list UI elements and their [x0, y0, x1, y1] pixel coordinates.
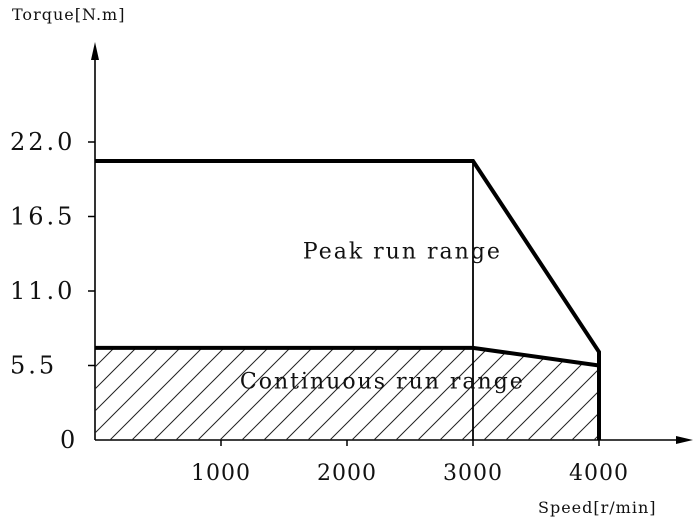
y-axis-label: Torque[N.m] [12, 5, 125, 24]
peak-range-line [95, 158, 601, 440]
x-tick-label-1: 2000 [317, 461, 377, 486]
y-axis-arrow [91, 42, 99, 60]
y-ticks: 0 5.5 11.0 16.5 22.0 [10, 128, 95, 454]
y-tick-label-0: 0 [60, 426, 78, 454]
y-tick-label-1: 5.5 [10, 352, 57, 380]
continuous-range-label: Continuous run range [240, 370, 525, 395]
y-tick-label-4: 22.0 [10, 128, 75, 156]
x-axis-arrow [676, 436, 693, 444]
x-axis-label: Speed[r/min] [538, 498, 657, 517]
peak-range-label: Peak run range [303, 239, 502, 264]
y-tick-label-2: 11.0 [10, 277, 75, 305]
range-areas [95, 158, 601, 440]
x-tick-label-3: 4000 [569, 461, 629, 486]
y-tick-label-3: 16.5 [10, 203, 75, 231]
x-tick-label-2: 3000 [443, 461, 503, 486]
x-ticks: 1000 2000 3000 4000 [191, 440, 629, 486]
region-labels: Peak run range Continuous run range [240, 239, 525, 395]
continuous-range-line [95, 345, 600, 368]
x-tick-label-0: 1000 [191, 461, 251, 486]
